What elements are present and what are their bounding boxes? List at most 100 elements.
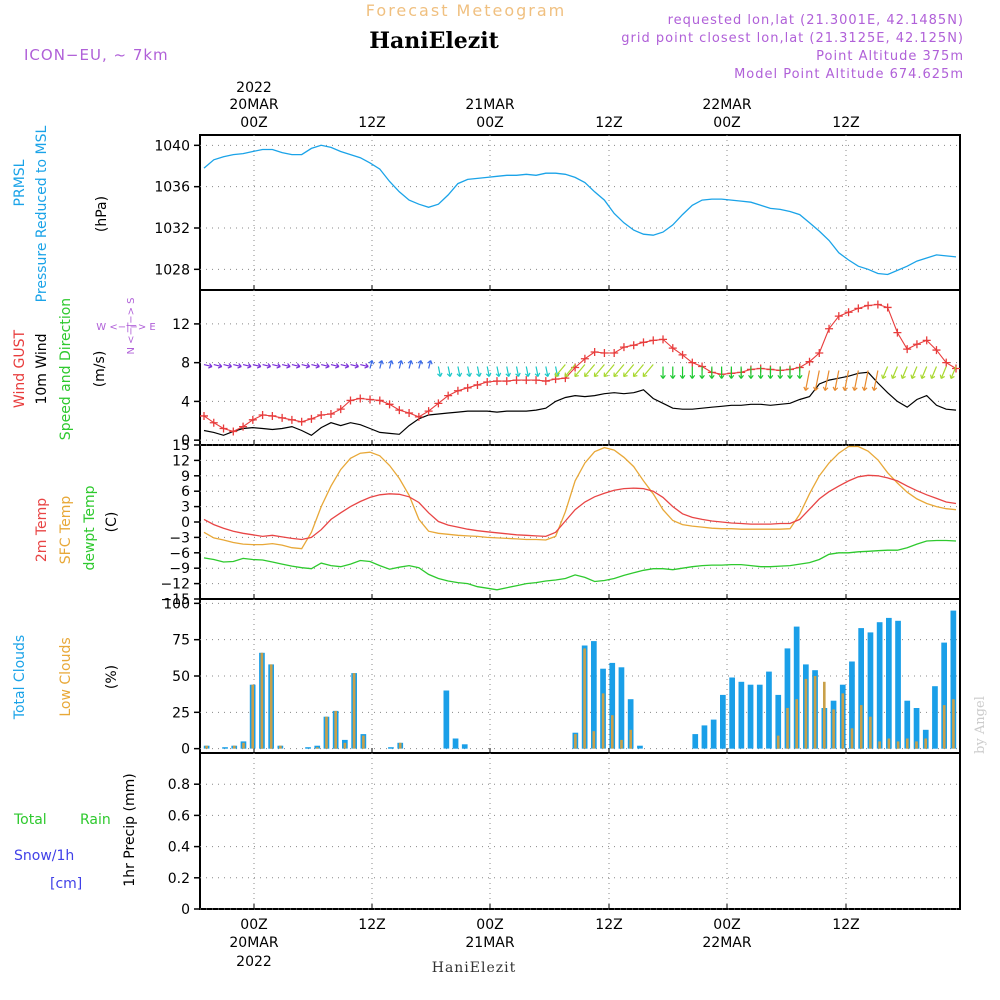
y-tick-label: −15 [160, 592, 190, 608]
wind-direction-arrow [437, 366, 441, 377]
wind-direction-arrow [603, 364, 615, 377]
wind-arrow-head [354, 363, 359, 369]
wind-direction-arrow [369, 360, 373, 369]
gust-marker [200, 411, 208, 420]
gust-marker [893, 328, 902, 337]
gust-marker [395, 406, 404, 415]
wind10m-line [203, 371, 957, 437]
rain-label: Rain [80, 812, 111, 828]
wind-direction-arrow [535, 366, 539, 377]
wind-direction-arrow [525, 366, 529, 377]
y-tick-label: 1028 [154, 262, 190, 278]
wind-direction-arrow [496, 366, 500, 377]
wind-arrow-head [456, 372, 463, 377]
panel-frame [199, 134, 961, 291]
top-day-1: 20MAR [229, 97, 278, 113]
low-cloud-bar [823, 681, 826, 749]
total-cloud-bar [793, 626, 800, 749]
wind-direction-arrow [804, 370, 811, 391]
wind-direction-arrow [428, 360, 432, 369]
wind-arrow-head [699, 374, 705, 379]
y-tick-label: 15 [172, 438, 190, 454]
wind-direction-arrow [262, 363, 271, 368]
wind-direction-arrow [633, 364, 644, 377]
total-cloud-bar [747, 684, 754, 749]
low-cloud-bar [352, 673, 356, 749]
wind-arrow-head [929, 374, 936, 380]
gust-marker [483, 378, 492, 387]
y-tick-label: 1040 [154, 138, 190, 154]
gust-marker [854, 304, 863, 313]
y-tick-label: −9 [169, 561, 190, 577]
wind-arrow-head [227, 363, 232, 369]
y-tick-label: 0.4 [168, 840, 190, 856]
gust-marker [873, 300, 882, 309]
wind-arrow-head [603, 372, 609, 378]
total-cloud-bar [701, 725, 708, 749]
wind-arrow-head [822, 386, 829, 391]
gust-marker [317, 410, 326, 419]
wind-arrow-head [397, 360, 404, 365]
gust-marker [864, 301, 873, 310]
low-cloud-bar [795, 699, 798, 749]
wind-direction-arrow [545, 366, 549, 377]
wind-arrow-head [485, 372, 492, 377]
wind-direction-arrow [203, 363, 213, 368]
wind-arrow-head [335, 363, 340, 369]
wind-arrow-head [832, 386, 839, 391]
top-z00-3: 00Z [713, 115, 740, 131]
wind-arrow-head [939, 374, 945, 380]
credit-watermark: by Angel [973, 696, 988, 754]
wind-arrow-head [344, 363, 350, 369]
wind-direction-arrow [506, 366, 510, 377]
bottom-day-2: 21MAR [465, 935, 514, 951]
panel-cloud-labels: Total Clouds Low Clouds (%) [12, 635, 120, 720]
wind-direction-arrow [350, 363, 359, 368]
gust-marker [932, 346, 941, 355]
wind-arrow-head [660, 374, 666, 379]
location-name: HaniElezit [369, 28, 499, 54]
y-tick-label: 0.8 [168, 777, 190, 793]
wind-direction-arrow [281, 363, 291, 368]
pressure-label: Pressure Reduced to MSL [34, 125, 50, 302]
panel-2: 0 4 8 12 [172, 289, 961, 449]
wind-arrow-head [881, 374, 887, 380]
y-tick-label: −12 [160, 577, 190, 593]
wind-arrow-head [787, 374, 793, 379]
low-cloud-bar [813, 676, 817, 749]
y-tick-label: 0.6 [168, 808, 190, 824]
top-z00-2: 00Z [476, 115, 503, 131]
pressure-line [203, 144, 957, 276]
y-tick-label: −3 [169, 530, 190, 546]
wind-direction-arrow [863, 370, 869, 391]
low-cloud-bar [242, 742, 245, 749]
wind-arrow-head [476, 372, 482, 377]
gust-marker [639, 338, 648, 347]
wind-direction-arrow [379, 360, 383, 369]
panel-wind-labels: Wind GUST 10m Wind Speed and Direction (… [12, 297, 156, 440]
wind-arrow-head [718, 374, 725, 379]
wind-arrow-head [446, 372, 453, 377]
t2m-line [203, 474, 957, 541]
gust-marker [610, 348, 619, 357]
wind-arrow-head [669, 374, 676, 379]
gust-marker [912, 340, 921, 349]
gust-marker [444, 391, 453, 400]
gust-marker [580, 354, 589, 363]
wind-direction-arrow [584, 364, 596, 377]
prmsl-label: PRMSL [12, 159, 28, 206]
cloud-bars [203, 610, 957, 749]
wind-arrow-head [689, 374, 696, 379]
total-cloud-bar [720, 694, 726, 749]
wind-arrow-head [679, 374, 686, 379]
panel-5: 0 0.2 0.4 0.6 0.8 [168, 752, 961, 918]
wind-arrow-head [642, 372, 648, 378]
gust-marker [512, 376, 521, 385]
y-tick-label: 8 [181, 356, 190, 372]
wind-arrow-head [852, 386, 858, 391]
wind-arrow-head [247, 363, 252, 369]
temperature-series [203, 445, 957, 591]
wind-direction-arrow [515, 366, 520, 377]
bottom-z12-2: 12Z [595, 917, 622, 933]
